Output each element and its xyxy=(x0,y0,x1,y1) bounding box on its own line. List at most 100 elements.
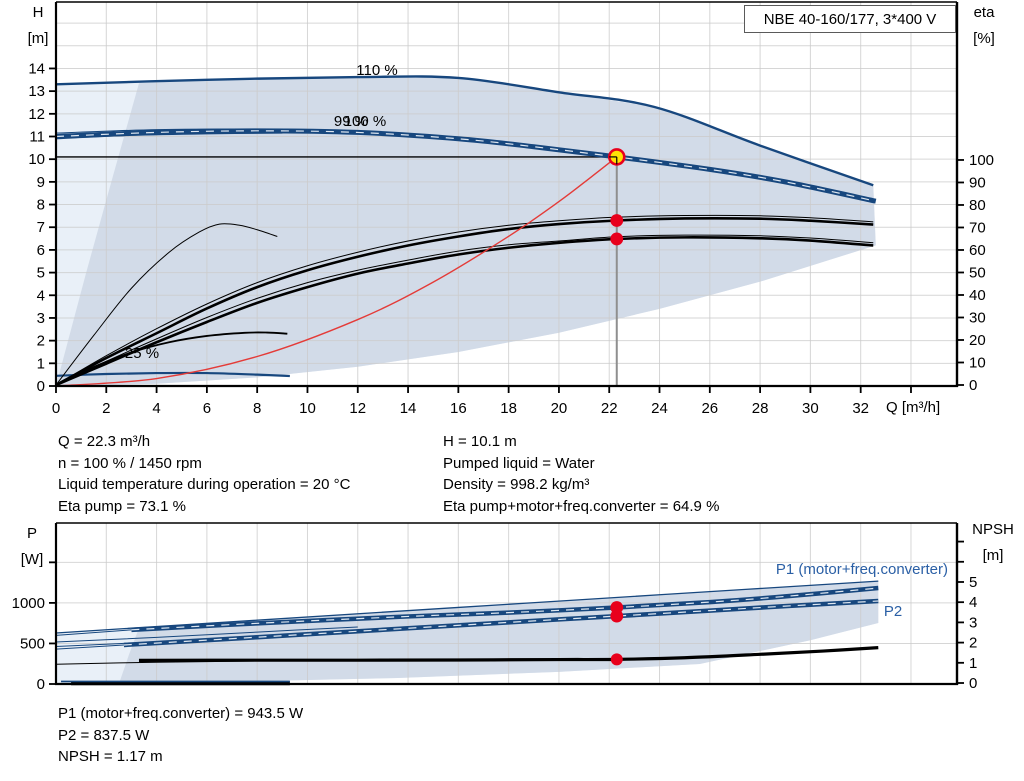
tick-label: 40 xyxy=(969,287,986,304)
result-line: Eta pump = 73.1 % xyxy=(58,497,186,515)
p2-curve-label: P2 xyxy=(884,603,902,620)
eta-total xyxy=(55,236,874,387)
tick-label: 4 xyxy=(969,594,977,611)
power-npsh-chart: 0 500 1000 0 1 2 3 4 5 P1 (motor+freq.converter) P… xyxy=(12,522,977,693)
tick-label: 4 xyxy=(152,400,160,417)
npsh-axis-unit: [m] xyxy=(982,547,1004,564)
tick-label: 1000 xyxy=(12,595,45,612)
npsh-dot xyxy=(610,653,623,666)
tick-label: 2 xyxy=(969,635,977,652)
label-99pct: 99 % xyxy=(334,113,368,130)
tick-label: 11 xyxy=(29,129,45,146)
tick-label: 100 xyxy=(969,152,994,169)
tick-label: 4 xyxy=(37,287,45,304)
duty-results-right: H = 10.1 m Pumped liquid = Water Density =… xyxy=(443,431,719,517)
eta-pump-dot xyxy=(610,214,624,227)
tick-label: 0 xyxy=(52,400,60,417)
tick-label: 60 xyxy=(969,242,986,259)
label-110pct: 110 % xyxy=(356,62,397,79)
tick-label: 12 xyxy=(28,106,45,123)
tick-label: 2 xyxy=(102,400,110,417)
tick-label: 1 xyxy=(37,355,45,372)
p1-curve-dash xyxy=(131,587,879,631)
system-curve xyxy=(55,156,618,387)
tick-label: 13 xyxy=(28,83,45,100)
tick-label: 8 xyxy=(37,197,45,214)
h-axis-title: H xyxy=(32,4,44,21)
tick-label: 10 xyxy=(969,354,986,371)
q-axis-title: Q [m³/h] xyxy=(886,399,941,416)
tick-label: 14 xyxy=(28,60,45,77)
tick-label: 9 xyxy=(37,174,45,191)
result-line: P1 (motor+freq.converter) = 943.5 W xyxy=(58,705,304,722)
result-line: Liquid temperature during operation = 20… xyxy=(58,476,351,494)
tick-label: 5 xyxy=(37,265,45,282)
eta-pump-thin xyxy=(55,214,874,386)
tick-label: 80 xyxy=(969,197,986,214)
p1-envelope-top xyxy=(55,580,879,634)
tick-label: 7 xyxy=(37,219,45,236)
mid-thin-1 xyxy=(55,626,358,643)
p-axis-title: P xyxy=(26,525,37,542)
power-results-block: P1 (motor+freq.converter) = 943.5 W P2 = … xyxy=(58,703,303,768)
eta-total-thin xyxy=(55,234,874,386)
npsh-axis-title: NPSH xyxy=(972,521,1014,538)
result-line: Density = 998.2 kg/m³ xyxy=(443,476,590,494)
tick-label: 2 xyxy=(37,333,45,350)
result-line: Eta pump+motor+freq.converter = 64.9 % xyxy=(443,497,720,515)
tick-label: 18 xyxy=(500,400,517,417)
tick-label: 28 xyxy=(752,400,769,417)
result-line: Q = 22.3 m³/h xyxy=(58,433,151,450)
tick-label: 14 xyxy=(400,400,417,417)
tick-label: 30 xyxy=(969,309,986,326)
eta-25pct-total xyxy=(55,331,288,386)
eta-axis-unit: [%] xyxy=(973,30,995,47)
curve-25pct xyxy=(55,371,290,378)
label-25pct: 25 % xyxy=(125,345,159,362)
label-100pct: 100 % xyxy=(344,113,387,130)
eta-axis-title: eta xyxy=(973,4,995,21)
p2-curve xyxy=(123,598,879,648)
tick-label: 500 xyxy=(20,635,45,652)
curve-110pct xyxy=(55,75,874,187)
eta-total-dot xyxy=(610,232,624,246)
result-line: NPSH = 1.17 m xyxy=(58,748,163,766)
p1-left-thin xyxy=(55,629,132,636)
pump-model-label: NBE 40-160/177, 3*400 V xyxy=(763,10,937,28)
eta-25pct-thin xyxy=(55,223,278,386)
p2-left-thin xyxy=(55,644,124,650)
tick-label: 3 xyxy=(37,310,45,327)
result-line: n = 100 % / 1450 rpm xyxy=(58,454,202,472)
tick-label: 24 xyxy=(651,400,668,417)
tick-label: 26 xyxy=(701,400,718,417)
tick-label: 12 xyxy=(349,400,366,417)
tick-label: 10 xyxy=(28,151,45,168)
p2-dot xyxy=(610,609,624,623)
tick-label: 0 xyxy=(37,378,45,395)
npsh-curve xyxy=(138,646,879,662)
tick-label: 8 xyxy=(253,400,261,417)
h-axis-unit: [m] xyxy=(27,30,49,47)
result-line: H = 10.1 m xyxy=(443,433,517,450)
result-line: Pumped liquid = Water xyxy=(443,454,595,472)
tick-label: 0 xyxy=(37,676,45,693)
tick-label: 0 xyxy=(969,377,977,394)
p-axis-unit: [W] xyxy=(20,551,44,568)
tick-label: 0 xyxy=(969,675,977,692)
tick-label: 20 xyxy=(969,332,986,349)
tick-label: 50 xyxy=(969,264,986,281)
tick-label: 22 xyxy=(601,400,618,417)
curve-100pct-dash xyxy=(55,130,876,202)
p1-curve-label: P1 (motor+freq.converter) xyxy=(776,561,948,578)
pump-model-box: NBE 40-160/177, 3*400 V xyxy=(744,5,956,33)
tick-label: 5 xyxy=(969,574,977,591)
eta-pump xyxy=(55,217,874,387)
duty-results-left: Q = 22.3 m³/h n = 100 % / 1450 rpm Liquid … xyxy=(58,431,350,517)
result-line: P2 = 837.5 W xyxy=(58,726,150,744)
tick-label: 20 xyxy=(551,400,568,417)
tick-label: 10 xyxy=(299,400,316,417)
tick-label: 6 xyxy=(203,400,211,417)
tick-label: 30 xyxy=(802,400,819,417)
